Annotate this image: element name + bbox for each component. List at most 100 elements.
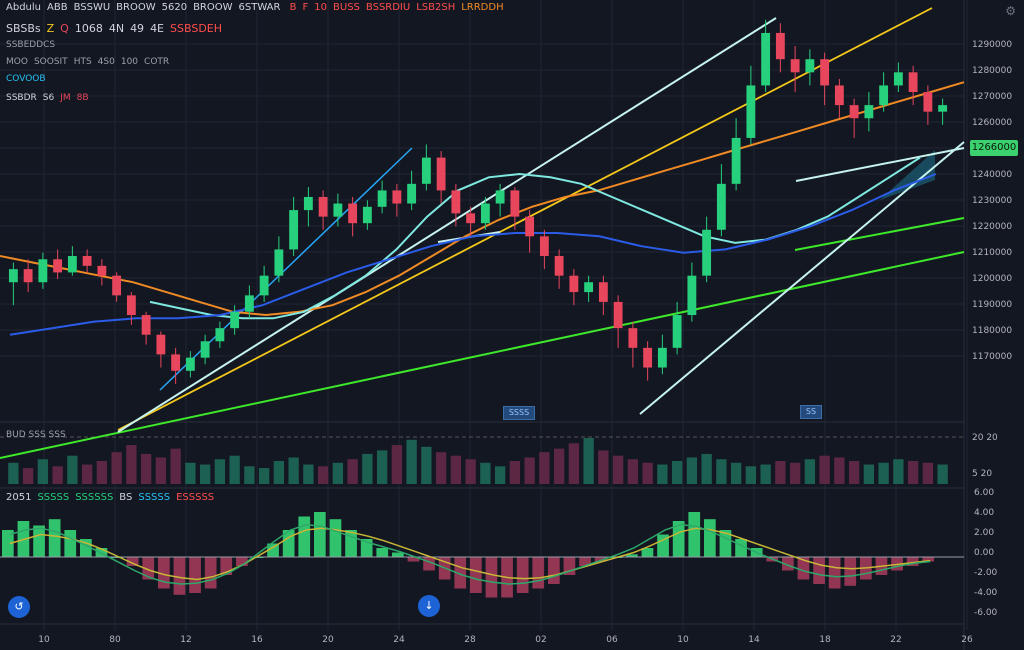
candle-body [141,315,151,335]
candle-body [923,92,933,112]
macd-histogram-bar [345,530,357,557]
volume-bar [627,459,639,484]
candle-body [318,196,328,217]
header-alert-token: 10 [314,2,328,13]
event-marker[interactable]: SSSS [503,406,535,420]
volume-bar [907,461,919,484]
macd-histogram-bar [813,557,825,584]
volume-bar [789,462,801,484]
header-alert-token: LSB2SH [416,2,456,13]
candle-body [613,301,623,329]
volume-bar [848,461,860,484]
header-alert-token: BUSS [333,2,360,13]
macd-token: 2051 [6,492,32,503]
volume-bar [450,455,462,484]
macd-histogram-bar [906,557,919,566]
volume-label: BUD SSS SSS [6,430,66,440]
header-token: Z [46,22,55,35]
macd-histogram-bar [579,557,591,566]
candle-body [244,295,254,312]
volume-bar [140,453,152,484]
macd-token: SSSSS [138,492,171,503]
header-line-2: SBSBs Z Q 1068 4N 49 4E SSBSDEH [6,22,228,35]
volume-bar [480,462,491,484]
candle-body [893,72,903,86]
time-axis-label: 20 [322,635,334,645]
candle-body [731,137,741,184]
candle-body [436,157,446,191]
candle-body [82,256,92,266]
price-axis-label: 1280000 [972,66,1012,76]
header-alert-token: B [289,2,297,13]
event-marker[interactable]: SS [800,405,822,419]
macd-histogram-bar [298,516,311,557]
volume-bar [435,452,447,484]
header-line-4b: COVOOB [6,74,52,84]
candle-body [702,229,712,276]
time-axis-label: 06 [606,635,618,645]
volume-bar [96,461,108,484]
macd-axis-label: -2.00 [974,568,998,578]
volume-bar [406,439,417,484]
channel-line [639,141,965,415]
price-axis-label: 1240000 [972,170,1012,180]
header-token: BSSWU [73,2,111,13]
volume-bar [347,459,358,484]
volume-bar [126,445,137,484]
volume-bar [8,462,19,484]
candle-body [259,275,269,296]
candle-body [938,105,948,112]
candle-body [156,334,166,355]
macd-axis-label: 4.00 [974,508,994,518]
volume-bar [317,466,329,484]
price-axis-label: 1210000 [972,248,1012,258]
volume-bar [671,461,683,484]
macd-histogram-bar [220,557,233,575]
volume-bar [391,445,403,484]
chart-reset-button[interactable]: ↺ [8,596,30,618]
candle-body [672,315,682,348]
candle-body [185,357,195,371]
volume-bar [922,462,934,484]
macd-histogram-bar [922,557,935,562]
macd-axis-label: -6.00 [974,608,998,618]
volume-bar [524,457,535,484]
volume-bar [332,462,344,484]
candle-body [230,311,240,329]
settings-icon[interactable]: ⚙ [1005,4,1016,18]
header-token: 4N [108,22,125,35]
header-token: SBSBs [6,22,41,35]
volume-bar [273,461,285,484]
price-axis-label: 1180000 [972,326,1012,336]
time-axis-label: 22 [890,635,901,645]
volume-bar [465,459,476,484]
macd-histogram-bar [360,539,373,557]
time-axis-label: 12 [180,635,191,645]
macd-histogram-bar [423,557,435,571]
candle-body [554,256,564,276]
macd-axis-label: 6.00 [974,488,994,498]
time-axis-label: 26 [961,635,973,645]
candle-body [303,196,313,211]
volume-bar [303,464,314,484]
volume-bar [288,457,299,484]
candle-body [362,206,372,224]
macd-histogram-bar [797,557,810,580]
time-axis-label: 28 [464,635,476,645]
trend-line-green-short [794,217,965,251]
scroll-to-latest-button[interactable]: ↓ [418,595,440,617]
header-token: COTR [144,57,170,67]
macd-histogram-bar [173,557,186,595]
candle-body [879,85,889,106]
volume-bar [155,457,167,484]
header-token: ABB [47,2,68,13]
macd-histogram-bar [48,519,61,557]
candle-body [716,183,726,230]
volume-bar [376,450,388,484]
volume-bar [37,459,49,484]
candle-body [510,190,520,217]
time-axis-label: 24 [393,635,405,645]
volume-bar [612,455,624,484]
